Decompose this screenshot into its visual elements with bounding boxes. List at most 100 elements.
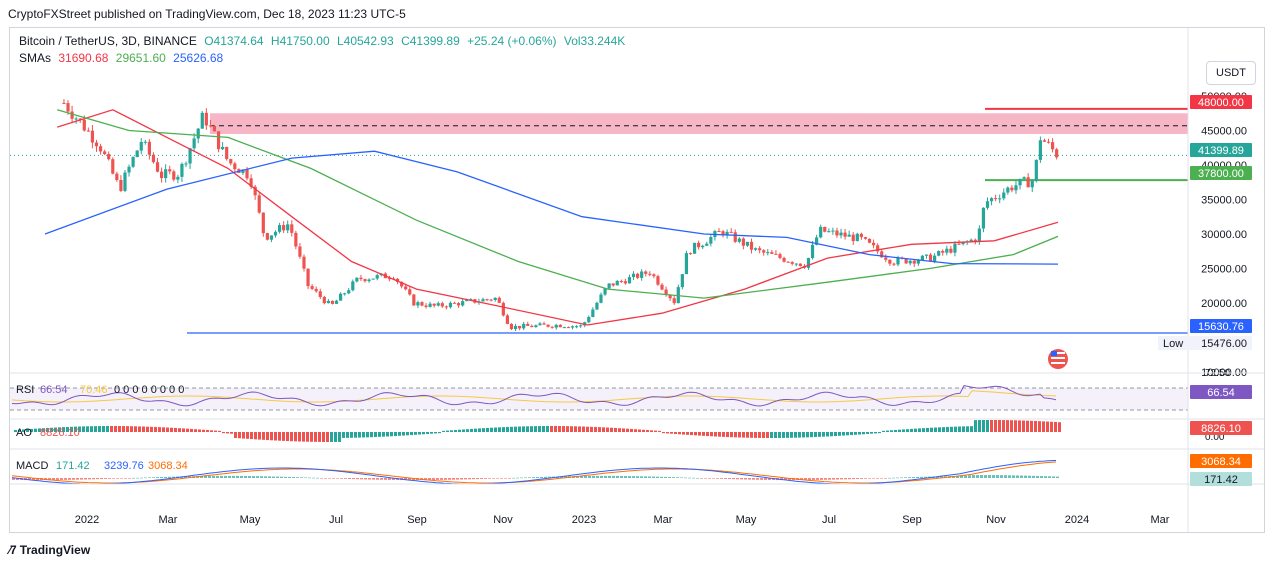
us-flag-icon[interactable] bbox=[1048, 349, 1068, 369]
support-tag: 37800.00 bbox=[1190, 166, 1252, 180]
rsi-tag: 66.54 bbox=[1190, 385, 1252, 399]
candle-body bbox=[135, 150, 139, 158]
ao-bar bbox=[54, 427, 57, 432]
macd-hist-bar bbox=[524, 477, 527, 479]
ao-bar bbox=[398, 432, 401, 436]
candle bbox=[656, 274, 660, 286]
candle-body bbox=[949, 248, 953, 253]
ao-bar bbox=[894, 429, 897, 432]
candle-body bbox=[277, 225, 282, 232]
x-axis-label: Mar bbox=[654, 514, 673, 526]
candle-body bbox=[558, 324, 562, 328]
macd-hist-bar bbox=[1004, 475, 1007, 478]
candle-body bbox=[501, 302, 505, 316]
macd-hist-bar bbox=[676, 477, 679, 478]
ao-bar bbox=[954, 426, 957, 432]
ao-bar bbox=[106, 426, 109, 432]
ao-bar bbox=[490, 427, 493, 432]
candle bbox=[672, 296, 676, 305]
ao-bar bbox=[650, 430, 653, 432]
footer-brand[interactable]: ⁄7 TradingView bbox=[9, 543, 90, 557]
macd-hist-bar bbox=[268, 476, 271, 478]
candle bbox=[314, 286, 318, 293]
low-line-tag: 15630.76 bbox=[1190, 319, 1252, 333]
sma2-value: 29651.60 bbox=[115, 51, 166, 65]
candle-body bbox=[542, 323, 546, 325]
ao-bar bbox=[286, 432, 289, 442]
candle-body bbox=[310, 286, 314, 289]
macd-hist-bar bbox=[624, 476, 627, 478]
macd-hist-bar bbox=[940, 476, 943, 478]
candle-body bbox=[697, 242, 701, 248]
ao-axis-label: 0.00 bbox=[1205, 432, 1225, 443]
macd-hist-bar bbox=[696, 477, 699, 479]
ao-bar bbox=[918, 428, 921, 432]
candle-body bbox=[815, 237, 819, 245]
ao-bar bbox=[510, 426, 513, 432]
ao-bar bbox=[870, 432, 873, 434]
ao-bar bbox=[230, 432, 233, 434]
candle bbox=[676, 284, 680, 304]
macd-hist-bar bbox=[488, 478, 491, 479]
ao-bar bbox=[602, 427, 605, 432]
ao-bar bbox=[238, 432, 241, 439]
candle bbox=[119, 175, 123, 193]
candle bbox=[697, 240, 701, 250]
ao-bar bbox=[250, 432, 253, 440]
macd-hist-bar bbox=[516, 477, 519, 479]
candle-body bbox=[835, 230, 839, 236]
macd-hist-bar bbox=[872, 478, 875, 479]
ao-bar bbox=[194, 429, 197, 432]
candle bbox=[945, 245, 949, 256]
candle bbox=[806, 257, 811, 270]
candle bbox=[949, 245, 953, 254]
ao-bar bbox=[450, 430, 453, 432]
candle bbox=[1022, 176, 1026, 180]
candle bbox=[359, 274, 363, 281]
candle-body bbox=[924, 254, 929, 256]
candle bbox=[851, 232, 855, 245]
ao-bar bbox=[702, 432, 705, 436]
macd-hist-bar bbox=[108, 478, 111, 479]
candle-body bbox=[355, 277, 359, 282]
candle-body bbox=[660, 284, 664, 290]
candle-body bbox=[518, 325, 522, 329]
candle-body bbox=[339, 293, 343, 301]
candle bbox=[273, 230, 278, 238]
candle-body bbox=[440, 303, 444, 307]
macd-hist-bar bbox=[200, 476, 203, 478]
candle bbox=[387, 275, 392, 282]
rsi-line bbox=[11, 385, 1057, 407]
candle bbox=[558, 324, 562, 328]
macd-hist-bar bbox=[432, 478, 435, 481]
macd-hist-bar bbox=[904, 477, 907, 478]
candle bbox=[729, 228, 733, 234]
currency-button[interactable]: USDT bbox=[1206, 61, 1256, 85]
macd-hist-bar bbox=[168, 476, 171, 478]
rsi-band bbox=[10, 388, 1188, 410]
candle bbox=[176, 174, 180, 184]
ao-bar bbox=[726, 432, 729, 438]
macd-hist-bar bbox=[280, 476, 283, 478]
candle-body bbox=[70, 111, 74, 119]
candle-body bbox=[249, 178, 253, 187]
chart-frame[interactable]: USDT bbox=[9, 27, 1265, 533]
ao-bar bbox=[582, 426, 585, 432]
macd-hist-bar bbox=[716, 478, 719, 479]
candle bbox=[127, 164, 131, 177]
macd-hist-bar bbox=[924, 476, 927, 478]
ao-bar bbox=[1002, 420, 1005, 432]
macd-hist-bar bbox=[764, 478, 767, 480]
macd-hist-bar bbox=[308, 477, 311, 479]
ao-bar bbox=[282, 432, 285, 441]
ao-bar bbox=[74, 426, 77, 432]
ao-bar bbox=[202, 429, 205, 432]
macd-hist-bar bbox=[732, 478, 735, 480]
sma3-value: 25626.68 bbox=[173, 51, 224, 65]
candle bbox=[725, 229, 729, 239]
last-price-tag-text: 41399.89 bbox=[1198, 145, 1244, 157]
candle-body bbox=[648, 273, 652, 275]
macd-hist-bar bbox=[28, 478, 31, 481]
macd-hist-bar bbox=[136, 477, 139, 479]
